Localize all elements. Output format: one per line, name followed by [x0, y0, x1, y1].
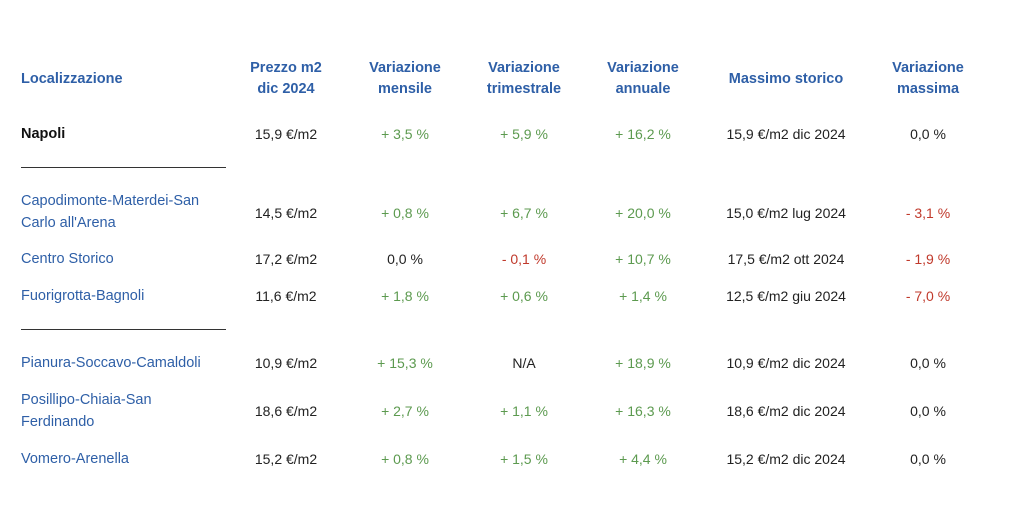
header-annual-line2: annuale [615, 81, 671, 97]
cell-max-hist: 17,5 €/m2 ott 2024 [727, 251, 845, 267]
row-location-line2: Ferdinando [21, 414, 95, 430]
header-max-var-line1: Variazione [892, 60, 964, 76]
header-max-var: Variazione massima [878, 58, 978, 100]
cell-monthly: + 15,3 % [377, 355, 433, 371]
cell-annual: + 16,2 % [615, 126, 671, 142]
cell-monthly: 0,0 % [387, 251, 423, 267]
row-location-line2: Carlo all'Arena [21, 215, 116, 231]
cell-max-hist: 18,6 €/m2 dic 2024 [726, 403, 846, 419]
cell-quarterly: + 6,7 % [500, 205, 548, 221]
header-quarterly: Variazione trimestrale [469, 58, 579, 100]
cell-annual: + 1,4 % [619, 288, 667, 304]
header-monthly-line2: mensile [378, 81, 432, 97]
cell-monthly: + 0,8 % [381, 451, 429, 467]
row-location: Vomero-Arenella [21, 451, 129, 467]
header-price-line2: dic 2024 [257, 81, 315, 97]
cell-price: 15,2 €/m2 [254, 451, 318, 467]
cell-max-var: 0,0 % [910, 403, 946, 419]
cell-quarterly: + 1,1 % [500, 403, 548, 419]
row-location: Pianura-Soccavo-Camaldoli [21, 355, 201, 371]
cell-price: 15,9 €/m2 [254, 126, 318, 142]
row-location-line1: Posillipo-Chiaia-San [21, 392, 152, 408]
cell-quarterly: - 0,1 % [501, 251, 547, 267]
cell-max-var: - 7,0 % [905, 288, 951, 304]
header-monthly-line1: Variazione [369, 60, 441, 76]
cell-quarterly: + 0,6 % [500, 288, 548, 304]
header-max-var-line2: massima [896, 81, 960, 97]
cell-max-var: 0,0 % [910, 126, 946, 142]
header-quarterly-line1: Variazione [488, 60, 560, 76]
cell-max-hist: 15,0 €/m2 lug 2024 [726, 205, 846, 221]
cell-max-hist: 12,5 €/m2 giu 2024 [726, 288, 846, 304]
cell-monthly: + 3,5 % [381, 126, 429, 142]
header-location: Localizzazione [21, 71, 123, 87]
cell-max-var: - 1,9 % [905, 251, 951, 267]
cell-monthly: + 1,8 % [381, 288, 429, 304]
cell-max-hist: 10,9 €/m2 dic 2024 [726, 355, 846, 371]
cell-max-var: 0,0 % [910, 355, 946, 371]
cell-annual: + 20,0 % [615, 205, 671, 221]
cell-annual: + 4,4 % [619, 451, 667, 467]
row-location: Posillipo-Chiaia-San Ferdinando [21, 389, 152, 433]
divider-line [21, 167, 226, 168]
row-location: Napoli [21, 126, 66, 142]
cell-price: 10,9 €/m2 [254, 355, 318, 371]
row-location: Centro Storico [21, 251, 114, 267]
header-annual: Variazione annuale [593, 58, 693, 100]
cell-quarterly: + 5,9 % [500, 126, 548, 142]
cell-max-var: 0,0 % [910, 451, 946, 467]
row-location: Capodimonte-Materdei-San Carlo all'Arena [21, 190, 199, 234]
cell-monthly: + 2,7 % [381, 403, 429, 419]
cell-monthly: + 0,8 % [381, 205, 429, 221]
header-monthly: Variazione mensile [355, 58, 455, 100]
cell-price: 18,6 €/m2 [254, 403, 318, 419]
row-location-line1: Capodimonte-Materdei-San [21, 193, 200, 209]
divider-line [21, 329, 226, 330]
cell-quarterly: + 1,5 % [500, 451, 548, 467]
header-annual-line1: Variazione [607, 60, 679, 76]
cell-annual: + 10,7 % [615, 251, 671, 267]
header-price-line1: Prezzo m2 [250, 60, 322, 76]
cell-quarterly: N/A [512, 355, 536, 371]
header-quarterly-line2: trimestrale [486, 81, 562, 97]
cell-price: 14,5 €/m2 [254, 205, 318, 221]
header-price: Prezzo m2 dic 2024 [236, 58, 336, 100]
cell-max-hist: 15,2 €/m2 dic 2024 [726, 451, 846, 467]
cell-annual: + 18,9 % [615, 355, 671, 371]
row-location: Fuorigrotta-Bagnoli [21, 288, 145, 304]
cell-annual: + 16,3 % [615, 403, 671, 419]
cell-price: 11,6 €/m2 [255, 288, 317, 304]
header-max-hist: Massimo storico [728, 71, 844, 87]
cell-max-var: - 3,1 % [905, 205, 951, 221]
cell-max-hist: 15,9 €/m2 dic 2024 [726, 126, 846, 142]
cell-price: 17,2 €/m2 [254, 251, 318, 267]
